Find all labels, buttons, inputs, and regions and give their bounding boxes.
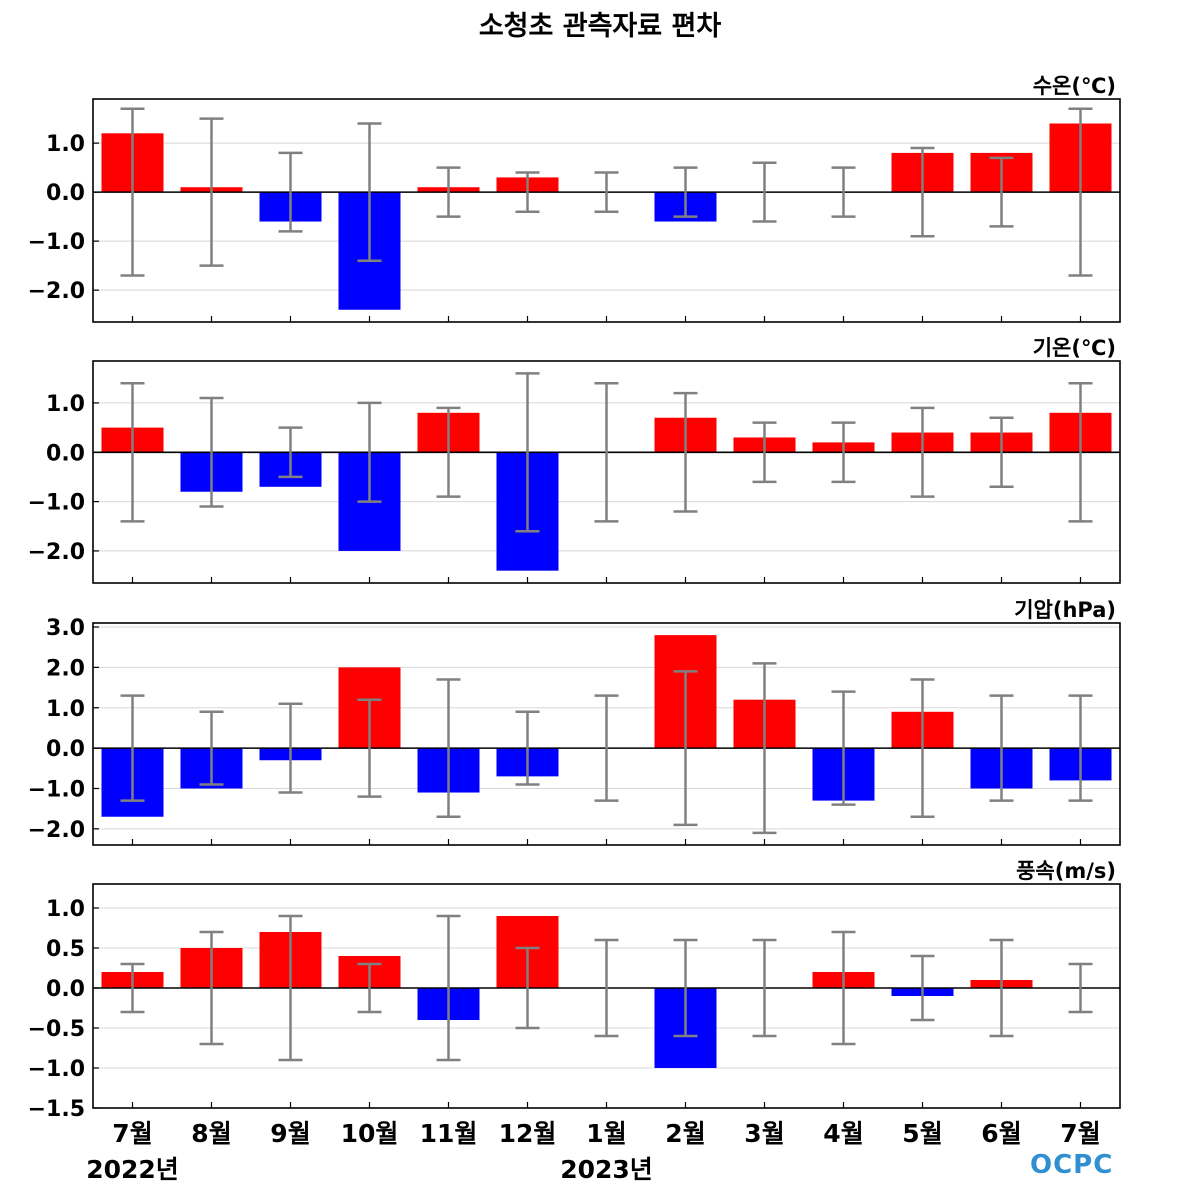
y-tick-label: 0.0 — [46, 441, 85, 466]
y-tick-label: −1.5 — [28, 1097, 85, 1122]
y-tick-label: 2.0 — [46, 656, 85, 681]
y-tick-label: 0.0 — [46, 737, 85, 762]
y-tick-label: 1.0 — [46, 132, 85, 157]
y-tick-label: 1.0 — [46, 897, 85, 922]
x-tick-label: 12월 — [499, 1119, 557, 1148]
chart-title: 소청초 관측자료 편차 — [478, 11, 722, 42]
x-tick-label: 10월 — [341, 1119, 399, 1148]
y-tick-label: −1.0 — [28, 777, 85, 802]
y-tick-label: 0.0 — [46, 977, 85, 1002]
y-tick-label: −1.0 — [28, 491, 85, 516]
panel-label: 기압(hPa) — [1014, 598, 1116, 622]
y-tick-label: −1.0 — [28, 230, 85, 255]
x-tick-label: 7월 — [1060, 1119, 1100, 1148]
panel-label: 기온(℃) — [1033, 336, 1116, 360]
x-tick-label: 2월 — [665, 1119, 705, 1148]
year-label: 2023년 — [560, 1155, 653, 1184]
x-tick-label: 3월 — [744, 1119, 784, 1148]
x-tick-label: 1월 — [586, 1119, 626, 1148]
x-tick-label: 4월 — [823, 1119, 863, 1148]
y-tick-label: −2.0 — [28, 818, 85, 843]
panel-label: 풍속(m/s) — [1016, 859, 1116, 883]
panel-label: 수온(℃) — [1033, 74, 1116, 98]
x-tick-label: 7월 — [112, 1119, 152, 1148]
y-tick-label: −1.0 — [28, 1057, 85, 1082]
y-tick-label: 3.0 — [46, 616, 85, 641]
ocpc-logo: OCPC — [1030, 1150, 1114, 1180]
y-tick-label: −0.5 — [28, 1017, 85, 1042]
x-tick-label: 8월 — [191, 1119, 231, 1148]
y-tick-label: 0.5 — [46, 937, 85, 962]
x-tick-label: 11월 — [420, 1119, 478, 1148]
y-tick-label: −2.0 — [28, 540, 85, 565]
y-tick-label: 1.0 — [46, 697, 85, 722]
y-tick-label: −2.0 — [28, 279, 85, 304]
x-tick-label: 6월 — [981, 1119, 1021, 1148]
y-tick-label: 1.0 — [46, 392, 85, 417]
x-tick-label: 5월 — [902, 1119, 942, 1148]
y-tick-label: 0.0 — [46, 181, 85, 206]
x-tick-label: 9월 — [270, 1119, 310, 1148]
year-label: 2022년 — [86, 1155, 179, 1184]
